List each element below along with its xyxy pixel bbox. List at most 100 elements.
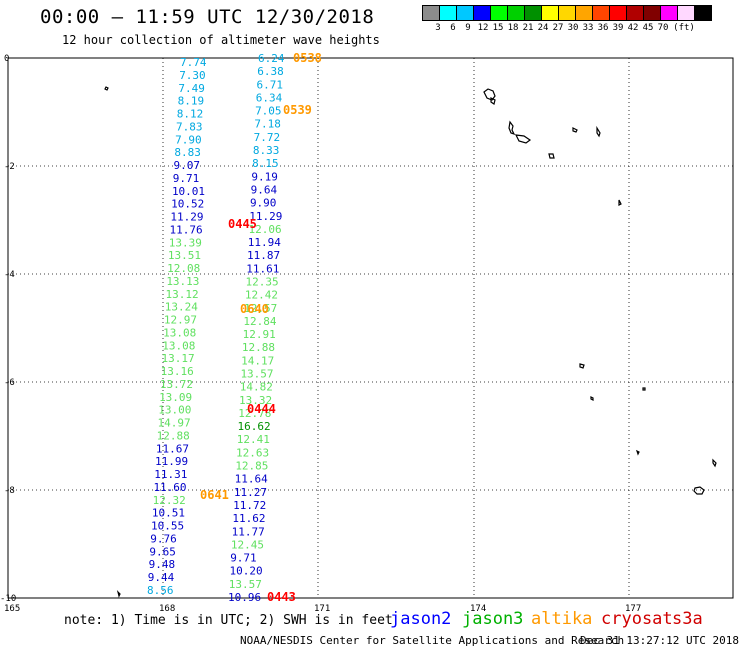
color-scale-label: 12: [477, 23, 489, 33]
wave-height-value: 8.33: [253, 144, 280, 157]
wave-height-value: 12.42: [245, 289, 278, 302]
island: [618, 199, 622, 206]
wave-height-value: 12.41: [237, 433, 270, 446]
wave-height-value: 6.34: [256, 91, 283, 104]
credit-line: NOAA/NESDIS Center for Satellite Applica…: [240, 634, 625, 647]
map-title: 00:00 – 11:59 UTC 12/30/2018: [40, 6, 375, 28]
altimeter-track-left: 7.747.307.498.198.127.837.908.839.079.71…: [147, 56, 207, 597]
wave-height-value: 9.19: [251, 170, 277, 183]
wave-height-value: 10.20: [229, 565, 262, 578]
generation-timestamp: Dec 31 13:27:12 UTC 2018: [580, 634, 739, 647]
wave-height-value: 11.29: [249, 210, 282, 223]
wave-height-value: 8.83: [174, 146, 201, 159]
wave-height-value: 11.76: [170, 223, 203, 236]
color-scale-label: 33: [582, 23, 594, 33]
wave-height-value: 11.62: [232, 512, 265, 525]
legend-s3a: s3a: [672, 609, 703, 629]
wave-height-value: 13.00: [158, 404, 191, 417]
island: [596, 125, 601, 138]
wave-height-value: 7.90: [175, 133, 202, 146]
wave-height-value: 11.99: [155, 455, 188, 468]
wave-height-value: 12.88: [157, 429, 190, 442]
pass-time-label: 0640: [240, 302, 269, 316]
wave-height-value: 7.74: [180, 56, 207, 69]
wave-height-value: 13.24: [165, 301, 198, 314]
island: [508, 120, 516, 136]
wave-height-value: 12.88: [242, 341, 275, 354]
wave-height-value: 10.55: [151, 520, 184, 533]
wave-height-value: 7.72: [254, 131, 280, 144]
island: [590, 396, 594, 401]
color-scale-label: 15: [492, 23, 504, 33]
wave-height-value: 11.72: [233, 499, 266, 512]
color-scale-label: 45: [642, 23, 654, 33]
wave-height-value: 13.13: [166, 275, 199, 288]
longitude-tick-label: 171: [314, 604, 330, 614]
island: [712, 458, 717, 468]
pass-time-labels: 0538 0539 0445 0640 0444 0641 0443: [200, 51, 322, 604]
wave-height-value: 11.87: [247, 249, 280, 262]
color-scale-swatch: [694, 5, 712, 21]
wave-height-value: 13.72: [160, 378, 193, 391]
wave-height-value: 13.12: [166, 288, 199, 301]
island: [572, 127, 578, 133]
island: [635, 449, 640, 456]
island: [693, 486, 705, 495]
legend-cryosat: cryosat: [601, 609, 673, 629]
wave-height-value: 14.17: [241, 354, 274, 367]
wave-height-value: 8.12: [177, 108, 204, 121]
wave-height-value: 16.62: [238, 420, 271, 433]
wave-height-value: 9.71: [173, 172, 200, 185]
wave-height-value: 12.97: [164, 314, 197, 327]
island: [514, 134, 532, 144]
wave-height-value: 9.65: [149, 545, 176, 558]
wave-height-value: 6.24: [258, 52, 285, 65]
altimeter-track-right: 6.246.386.716.347.057.187.728.338.159.19…: [228, 52, 285, 604]
wave-height-value: 12.06: [248, 223, 281, 236]
latitude-tick-label: -8: [4, 486, 15, 496]
wave-height-color-scale: [422, 5, 712, 21]
wave-height-value: 11.60: [153, 481, 186, 494]
color-scale-label: 30: [567, 23, 579, 33]
wave-height-value: 12.57: [244, 302, 277, 315]
wave-height-value: 7.83: [176, 120, 203, 133]
wave-height-value: 12.32: [153, 494, 186, 507]
wave-height-value: 13.08: [162, 339, 195, 352]
wave-height-value: 11.67: [156, 442, 189, 455]
wave-height-value: 11.94: [248, 236, 281, 249]
wave-height-value: 7.30: [179, 69, 206, 82]
legend-jason3: jason3: [462, 609, 524, 629]
wave-height-value: 12.84: [243, 315, 276, 328]
color-scale-label: 36: [597, 23, 609, 33]
wave-height-value: 9.76: [150, 532, 177, 545]
wave-height-value: 11.29: [170, 211, 203, 224]
wave-height-value: 8.56: [147, 584, 174, 597]
wave-height-value: 10.52: [171, 198, 204, 211]
wave-height-value: 13.17: [161, 352, 194, 365]
color-scale-labels: 3 6 9 12 15 18 21 24 27 30 33 36 39 42 45 70 (ft): [422, 23, 740, 35]
wave-height-value: 12.35: [246, 275, 279, 288]
color-scale-label: 3: [435, 23, 441, 33]
wave-height-value: 14.97: [157, 417, 190, 430]
wave-height-value: 13.39: [169, 236, 202, 249]
island: [579, 363, 585, 369]
latitude-tick-label: -4: [4, 270, 15, 280]
color-scale-label: 21: [522, 23, 534, 33]
wave-height-value: 14.82: [240, 381, 273, 394]
axis-tick-labels: 165 168 171 174 177 0 -2 -4 -6 -8 -10: [0, 54, 641, 614]
wave-height-value: 12.45: [231, 538, 264, 551]
wave-height-value: 13.32: [239, 394, 272, 407]
wave-height-value: 9.71: [230, 552, 257, 565]
pass-time-label: 0539: [283, 103, 312, 117]
wave-height-value: 9.90: [250, 197, 277, 210]
color-scale-label: 9: [465, 23, 471, 33]
wave-height-value: 9.07: [174, 159, 201, 172]
pass-time-label: 0444: [247, 402, 276, 416]
wave-height-value: 11.27: [234, 486, 267, 499]
island-outlines: [104, 86, 717, 598]
color-scale-label: 27: [552, 23, 564, 33]
longitude-tick-label: 177: [625, 604, 641, 614]
island: [483, 88, 496, 101]
wave-height-value: 6.71: [257, 78, 284, 91]
